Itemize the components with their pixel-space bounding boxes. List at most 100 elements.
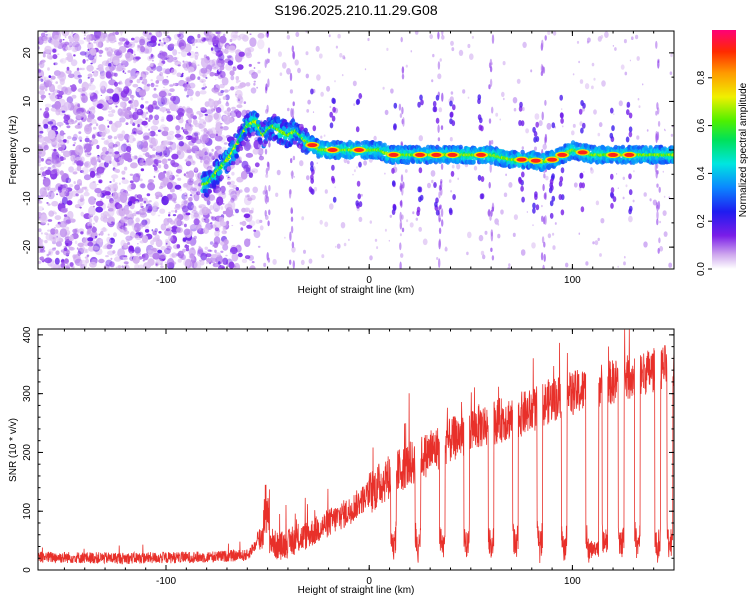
- noise-cell: [225, 102, 230, 107]
- noise-cell: [129, 173, 134, 176]
- noise-cell: [41, 158, 44, 162]
- noise-cell: [613, 113, 615, 115]
- noise-cell: [170, 210, 175, 213]
- streak-cell: [488, 118, 492, 124]
- noise-cell: [145, 100, 149, 104]
- noise-cell: [336, 243, 341, 249]
- noise-cell: [213, 100, 219, 107]
- noise-cell: [104, 191, 111, 196]
- noise-cell: [88, 214, 93, 219]
- noise-cell: [208, 114, 214, 122]
- noise-cell: [287, 107, 290, 112]
- noise-cell: [157, 156, 163, 160]
- noise-cell: [462, 89, 466, 94]
- noise-cell: [202, 144, 206, 148]
- streak-cell: [264, 210, 267, 217]
- streak-cell: [438, 227, 442, 234]
- noise-cell: [187, 170, 195, 179]
- noise-cell: [99, 80, 108, 91]
- noise-cell: [148, 200, 152, 203]
- noise-cell: [39, 239, 44, 244]
- figure-title: S196.2025.210.11.29.G08: [274, 2, 437, 18]
- noise-cell: [112, 250, 116, 254]
- noise-cell: [448, 179, 452, 183]
- streak-cell: [290, 216, 294, 222]
- noise-cell: [109, 160, 112, 164]
- noise-cell: [142, 253, 149, 261]
- noise-cell: [328, 34, 331, 38]
- noise-cell: [51, 148, 54, 151]
- noise-cell: [175, 115, 181, 121]
- noise-cell: [579, 79, 584, 84]
- noise-cell: [86, 64, 94, 72]
- noise-cell: [152, 93, 159, 99]
- noise-cell: [59, 228, 68, 238]
- noise-cell: [151, 59, 154, 62]
- noise-cell: [189, 237, 197, 246]
- streak-cell: [399, 113, 403, 118]
- noise-cell: [144, 44, 153, 54]
- noise-cell: [161, 43, 164, 47]
- noise-cell: [191, 144, 198, 149]
- streak-cell: [440, 163, 444, 170]
- noise-cell: [418, 226, 423, 232]
- noise-cell: [202, 227, 209, 234]
- noise-cell: [123, 227, 128, 232]
- noise-cell: [79, 206, 82, 209]
- noise-cell: [593, 109, 597, 115]
- noise-cell: [63, 114, 70, 121]
- noise-cell: [182, 248, 186, 253]
- noise-cell: [204, 138, 208, 142]
- noise-cell: [99, 180, 101, 183]
- noise-cell: [46, 53, 52, 60]
- noise-cell: [244, 47, 252, 57]
- noise-cell: [501, 91, 505, 97]
- streak-cell: [400, 199, 403, 208]
- noise-cell: [118, 145, 125, 154]
- noise-cell: [157, 43, 161, 46]
- noise-cell: [75, 193, 79, 197]
- noise-cell: [48, 93, 51, 95]
- noise-cell: [108, 142, 115, 149]
- noise-cell: [101, 146, 108, 153]
- noise-cell: [306, 175, 310, 181]
- noise-cell: [384, 228, 387, 232]
- noise-cell: [189, 73, 196, 81]
- noise-cell: [158, 39, 162, 42]
- noise-cell: [127, 200, 133, 206]
- noise-cell: [484, 230, 488, 235]
- noise-cell: [123, 87, 126, 89]
- noise-cell: [47, 121, 54, 125]
- noise-cell: [159, 107, 168, 112]
- noise-cell: [176, 134, 184, 141]
- noise-cell: [224, 48, 226, 51]
- streak-cell: [438, 185, 442, 191]
- noise-cell: [578, 232, 581, 235]
- noise-cell: [234, 189, 241, 196]
- noise-cell: [237, 36, 242, 41]
- noise-cell: [185, 112, 192, 117]
- noise-cell: [137, 123, 140, 128]
- noise-cell: [238, 94, 242, 99]
- streak-cell: [657, 59, 660, 69]
- noise-cell: [121, 170, 126, 175]
- noise-cell: [48, 250, 53, 256]
- noise-cell: [120, 217, 128, 223]
- noise-cell: [93, 222, 95, 225]
- noise-cell: [623, 39, 627, 44]
- noise-cell: [227, 60, 234, 66]
- noise-cell: [450, 40, 454, 46]
- noise-cell: [250, 87, 257, 94]
- streak-cell: [544, 133, 548, 143]
- noise-cell: [190, 113, 194, 118]
- noise-cell: [57, 53, 60, 56]
- noise-cell: [316, 162, 318, 165]
- streak-cell: [544, 35, 547, 41]
- noise-cell: [307, 99, 311, 105]
- noise-cell: [110, 237, 114, 241]
- noise-cell: [54, 247, 56, 249]
- noise-cell: [200, 107, 206, 111]
- streak-cell: [290, 225, 294, 234]
- noise-cell: [238, 245, 241, 248]
- streak-cell: [543, 192, 547, 200]
